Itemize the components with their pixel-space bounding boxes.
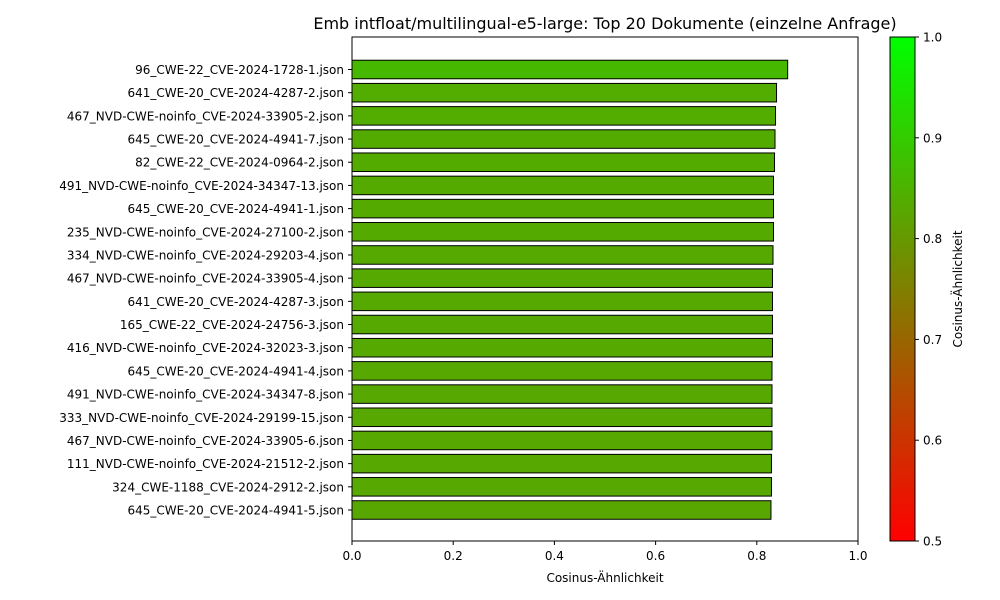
y-tick-label: 645_CWE-20_CVE-2024-4941-1.json <box>127 202 344 216</box>
colorbar-tick-label: 0.6 <box>923 434 942 448</box>
bar <box>351 337 773 358</box>
bar <box>351 82 778 103</box>
x-tick-label: 0.2 <box>444 549 463 563</box>
bar <box>351 59 789 80</box>
colorbar-gradient <box>889 36 916 542</box>
y-tick-label: 491_NVD-CWE-noinfo_CVE-2024-34347-13.jso… <box>59 179 344 193</box>
bar <box>351 384 773 404</box>
x-tick-label: 0.0 <box>342 549 361 563</box>
bar <box>351 106 777 126</box>
x-axis: 0.0 0.2 0.4 0.6 0.8 1.0 <box>342 541 868 563</box>
y-tick-label: 333_NVD-CWE-noinfo_CVE-2024-29199-15.jso… <box>59 411 344 425</box>
y-tick-label: 645_CWE-20_CVE-2024-4941-5.json <box>127 504 344 518</box>
bar <box>351 291 773 312</box>
plot-frame <box>351 36 859 542</box>
y-tick-label: 641_CWE-20_CVE-2024-4287-3.json <box>127 295 344 309</box>
x-tick-label: 1.0 <box>848 549 867 563</box>
bar <box>351 477 772 497</box>
x-tick-label: 0.6 <box>646 549 665 563</box>
colorbar-tick-label: 1.0 <box>923 31 942 45</box>
y-tick-label: 111_NVD-CWE-noinfo_CVE-2024-21512-2.json <box>67 457 344 471</box>
x-tick-label: 0.8 <box>747 549 766 563</box>
bar <box>351 314 773 335</box>
bars-group: 96_CWE-22_CVE-2024-1728-1.json 641_CWE-20… <box>59 59 789 520</box>
bar <box>351 430 773 451</box>
colorbar: 0.5 0.6 0.7 0.8 0.9 1.0 Cosinus-Ähnlichkeit <box>889 31 965 549</box>
x-tick-label: 0.4 <box>545 549 564 563</box>
bar <box>351 268 773 288</box>
colorbar-tick-label: 0.5 <box>923 535 942 549</box>
colorbar-ticks: 0.5 0.6 0.7 0.8 0.9 1.0 <box>915 31 942 549</box>
y-tick-label: 467_NVD-CWE-noinfo_CVE-2024-33905-2.json <box>67 109 344 123</box>
y-tick-label: 324_CWE-1188_CVE-2024-2912-2.json <box>112 480 344 494</box>
colorbar-tick-label: 0.9 <box>923 131 942 145</box>
bar <box>351 175 774 196</box>
bar <box>351 407 773 428</box>
bar <box>351 361 773 381</box>
y-tick-label: 467_NVD-CWE-noinfo_CVE-2024-33905-4.json <box>67 272 344 286</box>
y-tick-label: 235_NVD-CWE-noinfo_CVE-2024-27100-2.json <box>67 225 344 239</box>
y-tick-label: 641_CWE-20_CVE-2024-4287-2.json <box>127 86 344 100</box>
x-axis-label: Cosinus-Ähnlichkeit <box>546 570 663 585</box>
colorbar-label: Cosinus-Ähnlichkeit <box>950 230 965 347</box>
bar <box>351 245 774 265</box>
colorbar-tick-label: 0.7 <box>923 333 942 347</box>
chart-title: Emb intfloat/multilingual-e5-large: Top … <box>313 14 896 33</box>
y-tick-label: 96_CWE-22_CVE-2024-1728-1.json <box>135 63 344 77</box>
bar <box>351 500 772 520</box>
y-tick-label: 491_NVD-CWE-noinfo_CVE-2024-34347-8.json <box>67 388 344 402</box>
y-tick-label: 645_CWE-20_CVE-2024-4941-7.json <box>127 133 344 147</box>
bar <box>351 453 772 474</box>
y-tick-label: 334_NVD-CWE-noinfo_CVE-2024-29203-4.json <box>67 248 344 262</box>
bar <box>351 222 774 242</box>
bar <box>351 152 776 173</box>
colorbar-tick-label: 0.8 <box>923 232 942 246</box>
y-tick-label: 416_NVD-CWE-noinfo_CVE-2024-32023-3.json <box>67 341 344 355</box>
bar <box>351 129 776 149</box>
y-tick-label: 467_NVD-CWE-noinfo_CVE-2024-33905-6.json <box>67 434 344 448</box>
y-tick-label: 82_CWE-22_CVE-2024-0964-2.json <box>135 156 344 170</box>
y-tick-label: 645_CWE-20_CVE-2024-4941-4.json <box>127 364 344 378</box>
bar <box>351 198 774 219</box>
y-tick-label: 165_CWE-22_CVE-2024-24756-3.json <box>120 318 344 332</box>
